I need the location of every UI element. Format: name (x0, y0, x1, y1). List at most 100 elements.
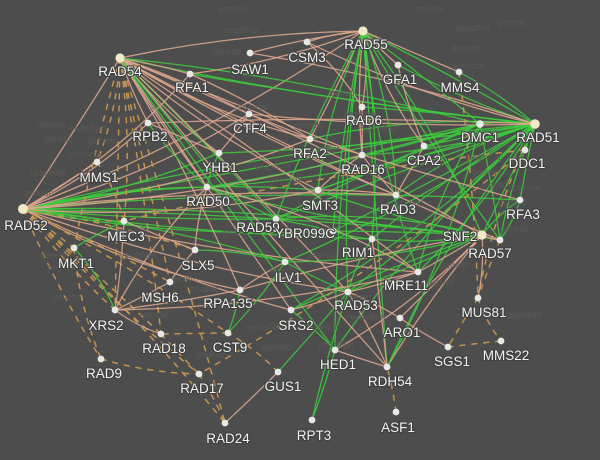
edge-physical[interactable] (347, 291, 401, 319)
edge-yeastNet[interactable] (119, 57, 481, 125)
edge-genetic[interactable] (22, 208, 229, 334)
edge-physical[interactable] (22, 208, 349, 293)
edge-yeastNet[interactable] (290, 234, 483, 311)
edge-genetic[interactable] (100, 358, 200, 375)
edge-physical[interactable] (119, 57, 501, 241)
edge-physical[interactable] (22, 208, 419, 273)
graph-node-rad17[interactable] (195, 370, 203, 378)
edge-yeastNet[interactable] (317, 123, 481, 191)
edge-physical[interactable] (22, 161, 98, 210)
edge-yeastNet[interactable] (362, 30, 483, 236)
graph-node-hed1[interactable] (331, 346, 339, 354)
edge-physical[interactable] (206, 186, 419, 273)
graph-node-rdh54[interactable] (383, 363, 391, 371)
graph-node-dmc1[interactable] (476, 120, 484, 128)
edge-yeastNet[interactable] (147, 122, 208, 188)
graph-node-rim1[interactable] (368, 235, 376, 243)
graph-node-aro1[interactable] (396, 314, 404, 322)
graph-node-rad6[interactable] (358, 103, 366, 111)
edge-genetic[interactable] (119, 57, 162, 335)
graph-node-rfa2[interactable] (306, 135, 314, 143)
edge-physical[interactable] (114, 281, 171, 311)
edge-yeastNet[interactable] (362, 30, 397, 196)
graph-node-ddc1[interactable] (521, 146, 529, 154)
graph-node-gfa1[interactable] (394, 61, 402, 69)
edge-yeastNet[interactable] (362, 30, 481, 125)
edge-yeastNet[interactable] (311, 291, 349, 421)
edge-physical[interactable] (22, 57, 121, 210)
edge-yeastNet[interactable] (22, 208, 277, 220)
graph-node-mus81[interactable] (474, 294, 482, 302)
edge-genetic[interactable] (73, 247, 102, 360)
edge-physical[interactable] (317, 154, 363, 191)
edge-genetic[interactable] (22, 208, 116, 311)
edge-yeastNet[interactable] (362, 30, 376, 240)
edge-genetic[interactable] (386, 366, 397, 413)
graph-node-rad52[interactable] (18, 204, 28, 214)
graph-node-slx5[interactable] (191, 246, 199, 254)
edge-yeastNet[interactable] (479, 123, 501, 241)
edge-physical[interactable] (218, 113, 250, 154)
graph-node-rpa135[interactable] (236, 286, 244, 294)
edge-physical[interactable] (119, 57, 483, 236)
edge-physical[interactable] (347, 271, 419, 293)
graph-node-rad59[interactable] (272, 215, 280, 223)
graph-node-gus1[interactable] (274, 368, 282, 376)
graph-node-sgs1[interactable] (444, 343, 452, 351)
edge-physical[interactable] (119, 57, 241, 291)
edge-physical[interactable] (119, 57, 388, 368)
edge-physical[interactable] (22, 30, 364, 210)
edge-physical[interactable] (189, 73, 311, 140)
edge-yeastNet[interactable] (73, 247, 116, 311)
graph-node-rad16[interactable] (358, 151, 366, 159)
graph-node-rad3[interactable] (392, 191, 400, 199)
edge-yeastNet[interactable] (277, 291, 349, 373)
edge-genetic[interactable] (458, 71, 479, 299)
edge-physical[interactable] (22, 122, 149, 210)
edge-physical[interactable] (194, 186, 208, 251)
edge-genetic[interactable] (447, 297, 479, 348)
edge-yeastNet[interactable] (362, 30, 536, 125)
edge-yeastNet[interactable] (332, 123, 536, 232)
edge-yeastNet[interactable] (275, 218, 334, 232)
edge-yeastNet[interactable] (73, 220, 125, 249)
edge-yeastNet[interactable] (218, 123, 536, 154)
graph-node-mms4[interactable] (455, 68, 463, 76)
edge-physical[interactable] (334, 349, 388, 368)
edge-physical[interactable] (114, 271, 419, 311)
edge-yeastNet[interactable] (275, 215, 483, 236)
graph-node-ilv1[interactable] (281, 258, 289, 266)
edge-yeastNet[interactable] (119, 57, 286, 263)
edge-physical[interactable] (22, 192, 397, 210)
graph-node-rpt3[interactable] (308, 416, 316, 424)
graph-node-rad55[interactable] (358, 26, 368, 36)
edge-yeastNet[interactable] (417, 123, 481, 273)
edge-yeastNet[interactable] (499, 199, 521, 241)
edge-yeastNet[interactable] (194, 249, 286, 263)
edge-physical[interactable] (119, 57, 363, 156)
edge-yeastNet[interactable] (386, 123, 536, 368)
edge-physical[interactable] (169, 249, 196, 283)
edge-yeastNet[interactable] (347, 123, 536, 293)
graph-node-rad50[interactable] (203, 183, 211, 191)
edge-yeastNet[interactable] (206, 186, 277, 220)
graph-node-saw1[interactable] (246, 49, 254, 57)
graph-node-asf1[interactable] (392, 408, 400, 416)
edge-genetic[interactable] (114, 57, 121, 311)
edge-genetic[interactable] (447, 340, 502, 348)
graph-node-srs2[interactable] (287, 306, 295, 314)
edge-yeastNet[interactable] (347, 234, 483, 293)
edge-physical[interactable] (358, 30, 364, 156)
edge-genetic[interactable] (119, 57, 171, 283)
edge-yeastNet[interactable] (290, 123, 536, 311)
edge-genetic[interactable] (227, 332, 279, 373)
graph-node-rad24[interactable] (221, 419, 229, 427)
edge-physical[interactable] (224, 371, 279, 424)
edge-genetic[interactable] (22, 208, 226, 424)
edge-physical[interactable] (22, 113, 250, 210)
edge-physical[interactable] (119, 30, 364, 59)
edge-physical[interactable] (239, 261, 286, 291)
edge-physical[interactable] (347, 291, 388, 368)
